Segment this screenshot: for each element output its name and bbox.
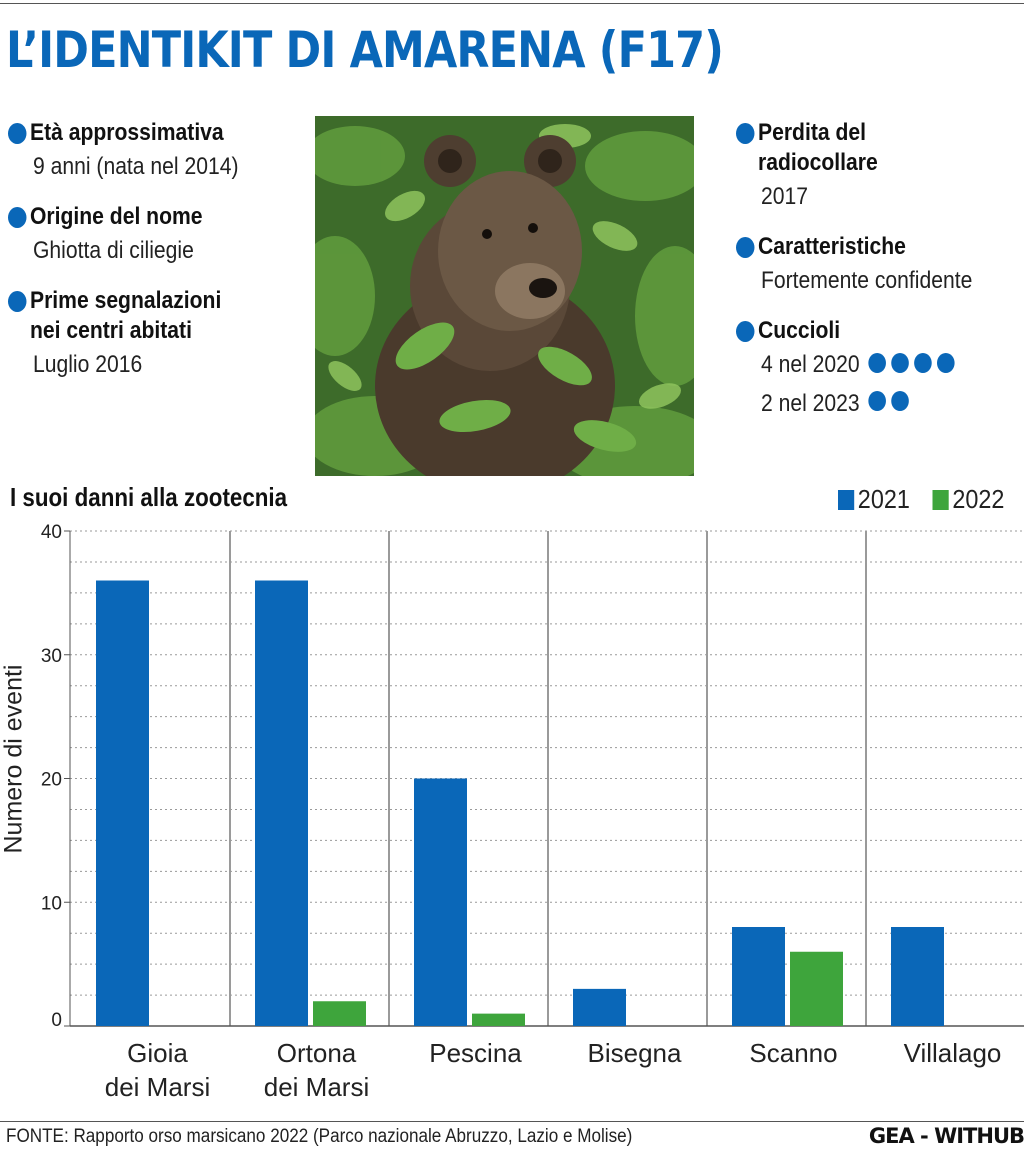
y-tick-label: 10 xyxy=(41,893,62,914)
x-tick-label: Pescina xyxy=(429,1038,522,1068)
bar-2021 xyxy=(414,778,467,1026)
fact-label: Prime segnalazioni nei centri abitati xyxy=(30,287,222,344)
y-tick-label: 30 xyxy=(41,646,62,667)
fact-label: Caratteristiche xyxy=(758,233,906,260)
bullet-dot-icon xyxy=(736,321,755,342)
legend-item-2021: 2021 xyxy=(838,484,910,515)
x-tick-label: Bisegna xyxy=(588,1038,682,1068)
brand-logo: GEA - WITHUB xyxy=(868,1124,1024,1148)
fact-name-origin: Origine del nome Ghiotta di ciliegie xyxy=(8,202,308,270)
fact-value: Ghiotta di ciliegie xyxy=(33,237,194,264)
cub-dots xyxy=(868,385,914,423)
legend-item-2022: 2022 xyxy=(932,484,1005,515)
bullet-dot-icon xyxy=(736,123,755,144)
source-rule xyxy=(0,1121,1024,1122)
fact-label: Età approssimativa xyxy=(30,119,224,146)
bar-2021 xyxy=(891,927,944,1026)
cub-dots xyxy=(868,347,960,385)
legend-label: 2022 xyxy=(952,484,1005,514)
facts-left: Età approssimativa 9 anni (nata nel 2014… xyxy=(8,118,308,400)
source-note: FONTE: Rapporto orso marsicano 2022 (Par… xyxy=(6,1126,633,1147)
bullet-dot-icon xyxy=(736,237,755,258)
cub-dot-icon xyxy=(891,352,909,373)
cub-dot-icon xyxy=(868,352,887,373)
x-tick-label: Gioia dei Marsi xyxy=(105,1038,210,1102)
cubs-row: 2 nel 2023 xyxy=(761,385,994,424)
fact-label: Origine del nome xyxy=(30,203,203,230)
legend-swatch xyxy=(838,489,855,510)
chart-legend: 2021 2022 xyxy=(838,484,1021,517)
y-tick-label: 20 xyxy=(41,770,62,791)
bar-2021 xyxy=(255,580,308,1026)
fact-label: Perdita del radiocollare xyxy=(758,119,878,176)
y-tick-label: 0 xyxy=(51,1010,62,1031)
cub-dot-icon xyxy=(868,391,887,412)
bar-2022 xyxy=(313,1001,366,1026)
x-tick-label: Villalago xyxy=(904,1038,1002,1068)
fact-cubs: Cuccioli 4 nel 2020 2 nel 2023 xyxy=(736,316,1024,423)
fact-value: 9 anni (nata nel 2014) xyxy=(33,153,239,180)
bear-photo xyxy=(315,116,694,476)
fact-value: 2017 xyxy=(761,183,808,210)
cub-dot-icon xyxy=(914,352,932,373)
legend-label: 2021 xyxy=(857,484,910,514)
fact-first-reports: Prime segnalazioni nei centri abitati Lu… xyxy=(8,286,308,384)
top-rule xyxy=(0,3,1024,4)
bullet-dot-icon xyxy=(8,291,27,312)
fact-value: Luglio 2016 xyxy=(33,351,143,378)
bullet-dot-icon xyxy=(8,123,27,144)
cubs-row: 4 nel 2020 xyxy=(761,346,994,385)
cub-dot-icon xyxy=(891,391,909,412)
bar-2021 xyxy=(96,580,149,1026)
cub-dot-icon xyxy=(937,352,955,373)
bar-chart: 0 10 20 30 40 Gioia dei Marsi Ortona dei Marsi Pe… xyxy=(41,522,1024,1102)
fact-age: Età approssimativa 9 anni (nata nel 2014… xyxy=(8,118,308,186)
bullet-dot-icon xyxy=(8,207,27,228)
fact-label: Cuccioli xyxy=(758,317,841,344)
x-tick-label: Ortona dei Marsi xyxy=(264,1038,369,1102)
y-tick-label: 40 xyxy=(41,522,62,543)
facts-right: Perdita del radiocollare 2017 Caratteris… xyxy=(736,118,1024,439)
chart-title: I suoi danni alla zootecnia xyxy=(10,482,288,512)
bar-2021 xyxy=(573,988,626,1026)
legend-swatch xyxy=(932,489,949,510)
fact-traits: Caratteristiche Fortemente confidente xyxy=(736,232,1024,300)
bar-2022 xyxy=(472,1013,525,1026)
x-tick-label: Scanno xyxy=(749,1038,837,1068)
bar-2022 xyxy=(790,951,843,1026)
page-title: L’IDENTIKIT DI AMARENA (F17) xyxy=(6,21,724,79)
fact-value: Fortemente confidente xyxy=(761,267,973,294)
fact-collar-loss: Perdita del radiocollare 2017 xyxy=(736,118,1024,216)
bear-illustration xyxy=(315,116,694,476)
cubs-text: 4 nel 2020 xyxy=(761,351,860,378)
bar-2021 xyxy=(732,927,785,1026)
cubs-text: 2 nel 2023 xyxy=(761,389,860,417)
